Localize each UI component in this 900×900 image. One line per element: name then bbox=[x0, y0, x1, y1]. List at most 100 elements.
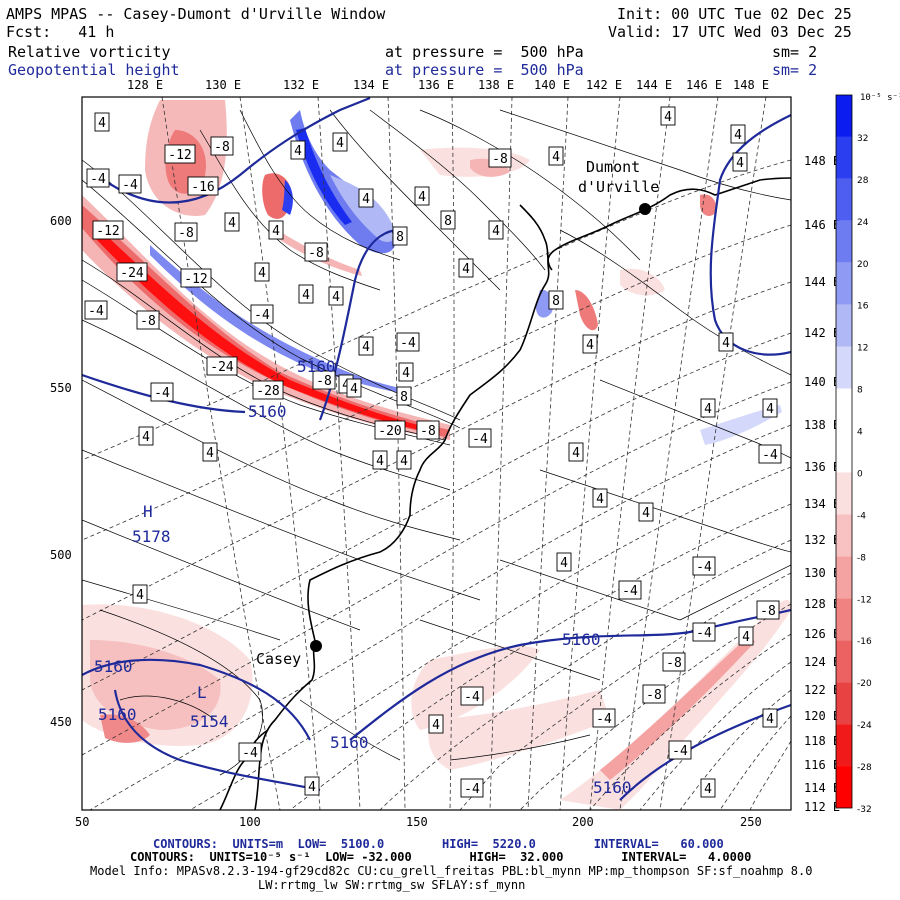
x-axis-label: 250 bbox=[740, 815, 762, 829]
colorbar-swatch bbox=[836, 388, 852, 431]
svg-text:4: 4 bbox=[560, 556, 568, 571]
vorticity-contour-label: -12 bbox=[92, 220, 124, 240]
vorticity-contour-label: -16 bbox=[187, 176, 219, 196]
vorticity-contour-label: -8 bbox=[662, 652, 686, 672]
svg-text:-12: -12 bbox=[168, 148, 191, 163]
svg-text:4: 4 bbox=[596, 492, 604, 507]
vorticity-contour-label: 4 bbox=[396, 450, 412, 470]
vorticity-contour-label: 4 bbox=[488, 220, 504, 240]
svg-text:4: 4 bbox=[98, 116, 106, 131]
footer-model-info-2: LW:rrtmg_lw SW:rrtmg_sw SFLAY:sf_mynn bbox=[258, 878, 526, 892]
colorbar-swatch bbox=[836, 346, 852, 389]
vorticity-contour-label: 4 bbox=[568, 442, 584, 462]
x-axis-label: 50 bbox=[75, 815, 90, 829]
lon-label-top: 134 E bbox=[353, 78, 390, 92]
plot-frame bbox=[81, 96, 792, 811]
vorticity-contour-label: -4 bbox=[118, 174, 142, 194]
vorticity-contour-label: 4 bbox=[304, 776, 320, 796]
colorbar-label: -28 bbox=[857, 763, 872, 773]
svg-text:4: 4 bbox=[734, 128, 742, 143]
vorticity-contour-label: 4 bbox=[268, 220, 284, 240]
svg-text:4: 4 bbox=[332, 290, 340, 305]
place-label-durville: d'Urville bbox=[578, 178, 659, 196]
lon-label-top: 144 E bbox=[636, 78, 673, 92]
place-label-dumont: Dumont bbox=[586, 158, 640, 176]
colorbar-label: 16 bbox=[857, 302, 869, 312]
svg-text:-4: -4 bbox=[762, 448, 778, 463]
vorticity-contour-label: 4 bbox=[254, 262, 270, 282]
height-contour-label: 5160 bbox=[562, 630, 601, 649]
y-axis-label: 450 bbox=[50, 715, 72, 729]
vorticity-contour-label: -4 bbox=[758, 444, 782, 464]
vorticity-contour-label: -4 bbox=[460, 686, 484, 706]
vorticity-contour-label: -8 bbox=[416, 420, 440, 440]
vorticity-contour-label: 4 bbox=[458, 258, 474, 278]
height-contour-label: 5160 bbox=[593, 778, 632, 797]
colorbar-swatch bbox=[836, 220, 852, 263]
svg-text:-4: -4 bbox=[154, 386, 170, 401]
svg-text:-4: -4 bbox=[596, 712, 612, 727]
svg-text:4: 4 bbox=[136, 588, 144, 603]
low-value: 5154 bbox=[190, 712, 229, 731]
vorticity-contour-label: -8 bbox=[756, 600, 780, 620]
y-axis-label: 600 bbox=[50, 214, 72, 228]
place-label-casey: Casey bbox=[256, 650, 301, 668]
vorticity-contour-label: -4 bbox=[150, 382, 174, 402]
svg-text:4: 4 bbox=[228, 216, 236, 231]
vorticity-contour-label: -8 bbox=[304, 242, 328, 262]
vorticity-contour-label: -4 bbox=[460, 778, 484, 798]
field2-name: Geopotential height bbox=[8, 61, 180, 79]
place-labels: Casey Dumont d'Urville bbox=[256, 158, 659, 668]
colorbar-label: 8 bbox=[857, 386, 863, 396]
svg-text:4: 4 bbox=[294, 144, 302, 159]
vorticity-contour-label: 4 bbox=[592, 488, 608, 508]
vorticity-contour-label: 4 bbox=[700, 778, 716, 798]
svg-text:-4: -4 bbox=[696, 626, 712, 641]
forecast-hour: Fcst: 41 h bbox=[6, 23, 115, 41]
svg-text:-8: -8 bbox=[492, 152, 508, 167]
field1-smoothing: sm= 2 bbox=[772, 43, 818, 61]
vorticity-contour-label: -4 bbox=[86, 168, 110, 188]
colorbar-label: -20 bbox=[857, 679, 872, 689]
svg-text:-16: -16 bbox=[191, 180, 214, 195]
svg-text:4: 4 bbox=[766, 712, 774, 727]
colorbar-label: 20 bbox=[857, 260, 869, 270]
vorticity-contour-label: 4 bbox=[738, 626, 754, 646]
vorticity-contour-label: -8 bbox=[210, 136, 234, 156]
svg-text:-8: -8 bbox=[646, 688, 662, 703]
latlon-grid bbox=[82, 97, 791, 810]
colorbar: 32 28 24 20 16 12 8 4 0 -4 -8 -12 -16 -20 -24 -28 -32 bbox=[835, 94, 872, 815]
svg-text:-12: -12 bbox=[184, 272, 207, 287]
dumont-durville-station-marker bbox=[639, 203, 651, 215]
x-axis-label: 150 bbox=[406, 815, 428, 829]
vorticity-contour-label: 4 bbox=[328, 286, 344, 306]
svg-text:-4: -4 bbox=[88, 304, 104, 319]
svg-text:-20: -20 bbox=[378, 424, 401, 439]
svg-text:-4: -4 bbox=[464, 782, 480, 797]
lon-label-top: 128 E bbox=[127, 78, 164, 92]
vorticity-contour-label: 4 bbox=[762, 398, 778, 418]
svg-text:4: 4 bbox=[462, 262, 470, 277]
colorbar-swatch bbox=[836, 598, 852, 641]
colorbar-swatch bbox=[836, 766, 852, 808]
vorticity-contour-label: -4 bbox=[592, 708, 616, 728]
vorticity-contour-label: -20 bbox=[374, 420, 406, 440]
svg-text:4: 4 bbox=[206, 446, 214, 461]
svg-text:4: 4 bbox=[302, 288, 310, 303]
svg-text:-24: -24 bbox=[120, 266, 144, 281]
svg-text:4: 4 bbox=[704, 782, 712, 797]
vorticity-contour-label: 8 bbox=[392, 226, 408, 246]
svg-text:4: 4 bbox=[362, 340, 370, 355]
height-contour-label: 5160 bbox=[98, 705, 137, 724]
high-value: 5178 bbox=[132, 527, 171, 546]
svg-text:4: 4 bbox=[722, 336, 730, 351]
svg-text:4: 4 bbox=[704, 402, 712, 417]
height-contour-label: 5160 bbox=[297, 357, 336, 376]
vorticity-contour-label: 4 bbox=[660, 106, 676, 126]
vorticity-contour-label: 4 bbox=[428, 714, 444, 734]
colorbar-label: -8 bbox=[857, 553, 866, 563]
vorticity-contour-label: -8 bbox=[174, 222, 198, 242]
